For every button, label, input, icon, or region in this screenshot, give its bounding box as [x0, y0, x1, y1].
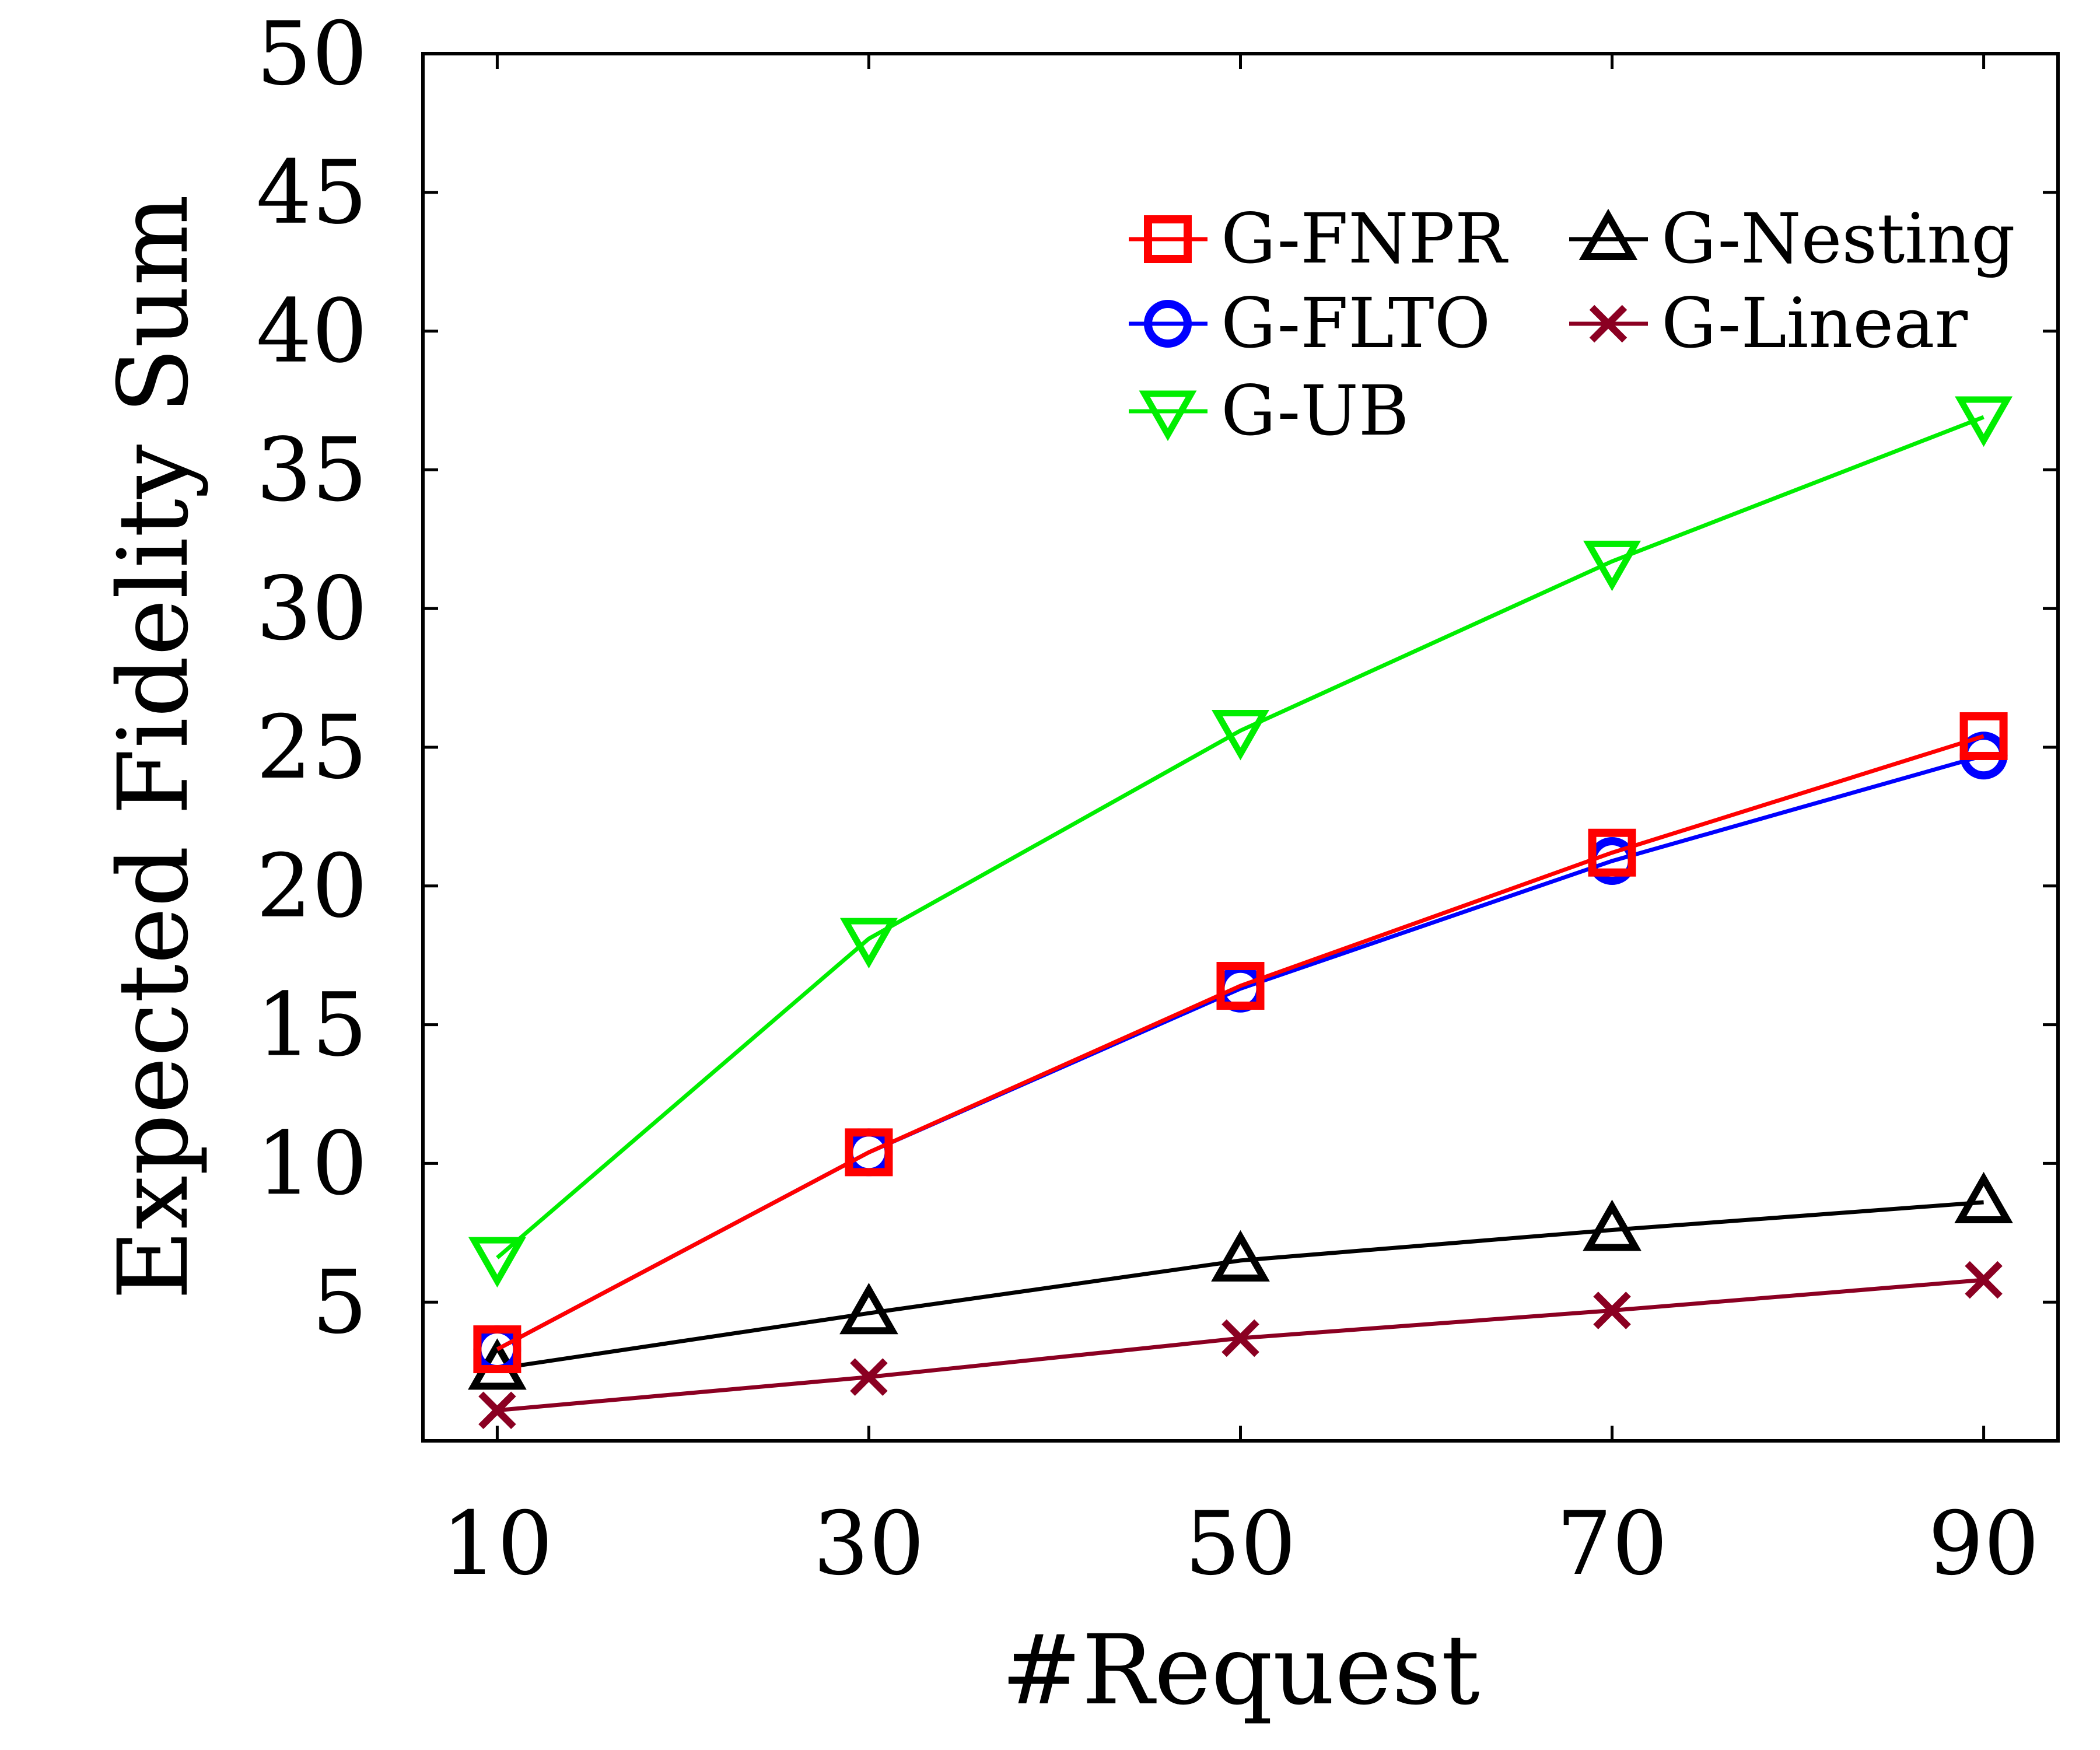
x-tick-label: 50: [1185, 1493, 1296, 1595]
x-axis-title: #Request: [1001, 1614, 1480, 1726]
data-point: [845, 1128, 893, 1177]
data-point: [1588, 828, 1636, 877]
x-tick-label: 10: [442, 1493, 553, 1595]
data-point: [468, 1237, 526, 1288]
legend-label: G-FNPR: [1221, 198, 1508, 279]
data-point: [1222, 1319, 1259, 1357]
data-point: [850, 1358, 888, 1396]
legend-marker: [1144, 215, 1192, 263]
data-point: [1583, 540, 1642, 592]
data-point: [1955, 396, 2013, 447]
series-line: [496, 734, 1985, 1352]
y-tick-label: 30: [256, 558, 368, 660]
y-tick-label: 10: [256, 1113, 368, 1214]
y-tick-label: 5: [312, 1252, 368, 1353]
legend-label: G-UB: [1221, 370, 1409, 451]
legend-item: G-FLTO: [1129, 283, 1490, 363]
y-tick-label: 25: [256, 697, 368, 799]
legend-label: G-Nesting: [1661, 198, 2015, 279]
x-tick-label: 90: [1928, 1493, 2039, 1595]
data-point: [1965, 1261, 2003, 1299]
data-point: [839, 1283, 898, 1335]
series-layer: [468, 396, 2013, 1429]
data-point: [1583, 1199, 1642, 1251]
y-axis-title: Expected Fidelity Sum: [97, 194, 209, 1300]
series-line: [497, 1278, 1984, 1413]
axis-ticks: [423, 52, 2058, 1441]
series-G-FLTO: [473, 732, 2008, 1374]
y-tick-label: 50: [256, 4, 368, 105]
x-tick-label: 30: [813, 1493, 925, 1595]
legend-item: G-Nesting: [1569, 198, 2015, 279]
series-G-FNPR: [473, 712, 2008, 1374]
legend-item: G-UB: [1129, 370, 1409, 451]
x-tick-label: 70: [1556, 1493, 1668, 1595]
legend-marker: [1578, 208, 1638, 260]
series-G-UB: [468, 396, 2013, 1288]
legend-label: G-FLTO: [1221, 283, 1490, 363]
legend-label: G-Linear: [1661, 283, 1968, 363]
data-point: [478, 1391, 516, 1429]
legend-marker: [1139, 390, 1197, 442]
series-line: [496, 1200, 1984, 1371]
data-point: [1954, 1171, 2013, 1223]
y-tick-label: 40: [256, 281, 368, 383]
y-tick-label: 15: [256, 975, 368, 1076]
data-point: [1959, 712, 2008, 760]
y-tick-label: 45: [256, 142, 368, 244]
plot-frame: [421, 52, 2060, 1443]
data-point: [839, 918, 898, 969]
data-point: [1593, 1292, 1631, 1329]
data-point: [1216, 962, 1265, 1010]
data-point: [473, 1325, 522, 1374]
series-G-Nesting: [468, 1171, 2013, 1390]
x-tick-labels: 10 30 50 70 90: [442, 1493, 2039, 1595]
series-G-Linear: [478, 1261, 2003, 1429]
legend-marker: [1144, 300, 1192, 348]
data-point: [1212, 709, 1269, 761]
y-tick-labels: 5 10 15 20 25 30 35 40 45 50: [256, 4, 368, 1353]
legend-marker: [1589, 304, 1628, 343]
y-tick-label: 20: [256, 836, 368, 937]
data-point: [1211, 1230, 1270, 1282]
legend-item: G-Linear: [1569, 283, 1968, 363]
series-line: [496, 415, 1985, 1259]
y-tick-label: 35: [256, 419, 368, 521]
legend-item: G-FNPR: [1129, 198, 1508, 279]
